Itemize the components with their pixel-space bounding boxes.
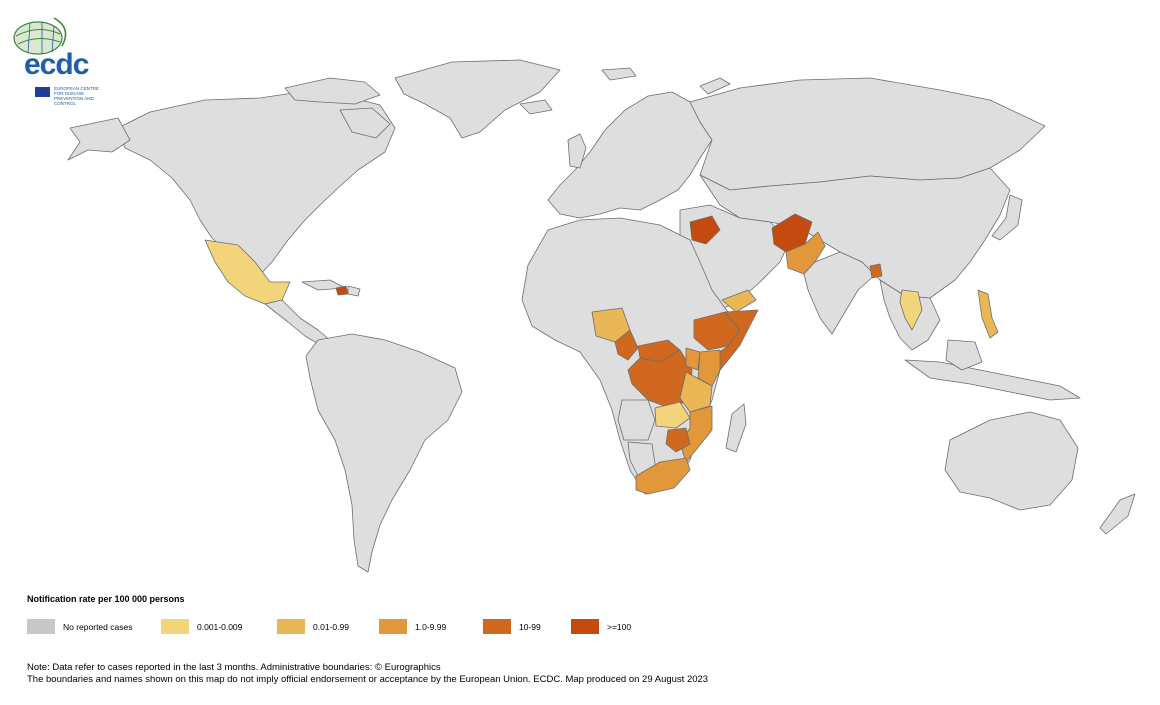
legend-item: No reported cases <box>27 619 132 634</box>
legend-label: No reported cases <box>63 621 133 632</box>
note-line-2: The boundaries and names shown on this m… <box>27 674 709 685</box>
borneo <box>945 339 983 371</box>
legend-swatch <box>277 619 305 634</box>
kenya <box>697 349 721 387</box>
legend-label: >=100 <box>607 621 632 632</box>
legend-swatch <box>161 619 189 634</box>
cameroon <box>614 329 639 361</box>
svalbard <box>601 67 637 81</box>
central-america <box>264 299 331 347</box>
legend-swatch <box>571 619 599 634</box>
australia <box>944 411 1079 511</box>
legend-label: 1.0-9.99 <box>415 621 447 632</box>
greenland <box>394 59 561 139</box>
south-africa <box>635 457 691 495</box>
new-zealand <box>1099 493 1136 535</box>
indonesia <box>904 359 1081 401</box>
philippines <box>977 289 999 339</box>
dominican-republic <box>347 285 361 297</box>
note-line-1: Note: Data refer to cases reported in th… <box>27 662 441 673</box>
arctic-islands <box>284 77 381 105</box>
angola <box>617 399 656 441</box>
legend-label: 0.001-0.009 <box>197 621 243 632</box>
india <box>803 251 876 335</box>
baffin-island <box>339 107 391 139</box>
united-kingdom <box>567 133 587 169</box>
mozambique <box>679 405 713 463</box>
legend-item: >=100 <box>571 619 631 634</box>
legend-title: Notification rate per 100 000 persons <box>27 594 185 604</box>
legend-label: 10-99 <box>519 621 541 632</box>
bangladesh <box>869 263 883 279</box>
novaya-zemlya <box>699 77 731 95</box>
eu-flag-icon <box>35 87 50 97</box>
legend-item: 10-99 <box>483 619 541 634</box>
legend-swatch <box>483 619 511 634</box>
legend-item: 1.0-9.99 <box>379 619 446 634</box>
globe-icon <box>13 17 67 55</box>
legend-label: 0.01-0.99 <box>313 621 349 632</box>
alaska <box>67 117 131 161</box>
uganda <box>685 347 701 371</box>
syria <box>689 215 721 245</box>
ecdc-logo: ecdc EUROPEAN CENTRE FOR DISEASE PREVENT… <box>8 14 100 106</box>
zambia <box>654 401 691 429</box>
map-note: Note: Data refer to cases reported in th… <box>27 662 708 686</box>
logo-wordmark: ecdc <box>24 48 89 81</box>
legend-swatch <box>27 619 55 634</box>
pakistan <box>785 231 826 275</box>
iceland <box>519 99 553 115</box>
yemen <box>721 289 757 313</box>
south-america <box>305 333 463 573</box>
map-legend: Notification rate per 100 000 persons No… <box>27 594 727 640</box>
haiti <box>335 285 349 296</box>
legend-item: 0.01-0.99 <box>277 619 349 634</box>
legend-item: 0.001-0.009 <box>161 619 242 634</box>
madagascar <box>725 403 747 453</box>
japan <box>991 194 1023 241</box>
logo-subtitle: EUROPEAN CENTRE FOR DISEASE PREVENTION A… <box>54 86 100 106</box>
legend-swatch <box>379 619 407 634</box>
zimbabwe <box>665 427 691 453</box>
thailand <box>899 289 923 331</box>
